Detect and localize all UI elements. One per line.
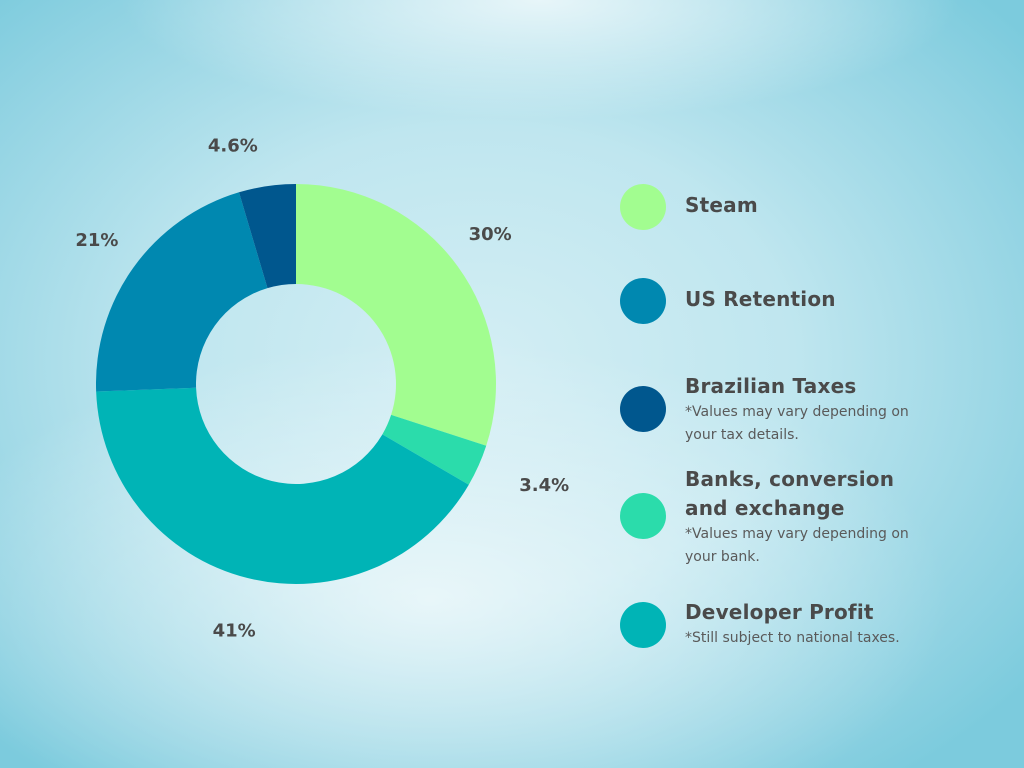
legend-label-us-retention: US Retention xyxy=(685,287,836,311)
legend-swatch-banks xyxy=(620,493,666,539)
data-label-steam: 30% xyxy=(469,224,512,245)
data-label-brazilian-taxes: 4.6% xyxy=(208,135,258,156)
legend-swatch-developer-profit xyxy=(620,602,666,648)
donut-slice-brazilian-taxes xyxy=(238,184,296,289)
legend-label-steam: Steam xyxy=(685,193,758,217)
data-labels: 30% 3.4% 41% 21% 4.6% xyxy=(75,135,569,641)
legend: Steam US Retention Brazilian Taxes *Valu… xyxy=(620,0,1000,768)
legend-note-banks: *Values may vary depending on your bank. xyxy=(685,526,909,565)
legend-note-brazilian-taxes: *Values may vary depending on your tax d… xyxy=(685,404,909,443)
donut-slice-us-retention xyxy=(96,192,268,392)
legend-swatch-steam xyxy=(620,184,666,230)
legend-note-developer-profit: *Still subject to national taxes. xyxy=(685,630,900,646)
donut-slice-steam xyxy=(296,184,497,446)
data-label-us-retention: 21% xyxy=(75,230,118,251)
legend-label-banks: Banks, conversion and exchange xyxy=(685,467,895,520)
donut-slice-developer-profit xyxy=(96,387,469,584)
data-label-developer-profit: 41% xyxy=(213,620,256,641)
data-label-banks-conversion-and-exchange: 3.4% xyxy=(519,475,569,496)
legend-swatch-brazilian-taxes xyxy=(620,386,666,432)
donut-slices xyxy=(96,184,497,584)
donut-slice-banks-conversion-and-exchange xyxy=(382,414,487,485)
legend-label-brazilian-taxes: Brazilian Taxes xyxy=(685,374,857,398)
legend-swatch-us-retention xyxy=(620,278,666,324)
legend-label-developer-profit: Developer Profit xyxy=(685,600,874,624)
